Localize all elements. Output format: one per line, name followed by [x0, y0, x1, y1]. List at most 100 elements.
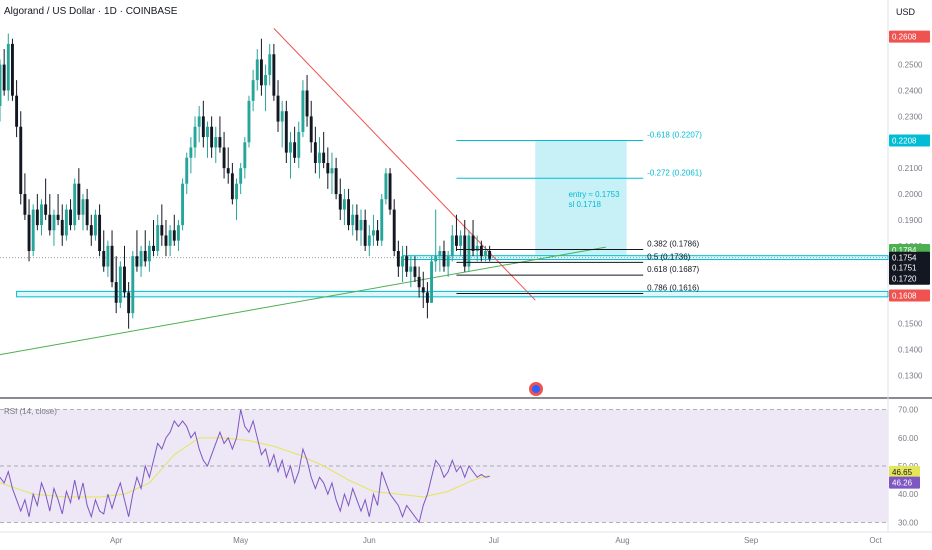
candle [60, 204, 64, 246]
candle-body [52, 214, 56, 231]
currency-label[interactable]: USD [896, 7, 916, 17]
candle [35, 194, 39, 231]
candle-body [139, 251, 143, 267]
candle-body [409, 266, 413, 272]
candle [301, 80, 305, 138]
time-tick-label: May [233, 536, 248, 545]
candle-body [131, 256, 135, 314]
candle [93, 209, 97, 241]
time-tick-label: Aug [615, 536, 629, 545]
candle-body [342, 199, 346, 210]
candle [289, 131, 292, 179]
candle [467, 230, 471, 272]
rsi-tick-label: 70.00 [898, 406, 919, 415]
candle-body [309, 116, 313, 143]
candle [384, 168, 388, 205]
candle [226, 147, 230, 184]
candle [430, 256, 434, 303]
candle-body [135, 256, 139, 267]
candle-body [442, 251, 446, 267]
candle [417, 266, 421, 298]
candle [181, 178, 185, 231]
candle-body [6, 43, 10, 91]
candle-body [284, 111, 288, 153]
candle [127, 282, 131, 329]
candle-body [230, 173, 234, 200]
candle-body [264, 74, 268, 86]
candle-body [454, 235, 458, 246]
candle-body [160, 225, 164, 236]
candle [52, 209, 56, 246]
stoploss-annotation: sl 0.1718 [568, 200, 601, 209]
candle-body [388, 173, 392, 210]
candle-body [98, 214, 102, 252]
candle [318, 137, 321, 179]
candle-body [164, 235, 168, 246]
candle-body [243, 142, 247, 169]
price-tick-label: 0.2000 [898, 190, 923, 199]
candle-body [10, 43, 14, 96]
candle [347, 188, 351, 231]
candle [230, 162, 234, 205]
candle-body [214, 137, 218, 148]
candle-body [359, 219, 363, 231]
rsi-line [0, 409, 490, 524]
time-tick-label: Jun [363, 536, 376, 545]
candle [206, 121, 209, 158]
candle-body [367, 235, 371, 246]
candle-body [251, 80, 255, 101]
candle-body [185, 157, 189, 184]
candle [40, 199, 43, 236]
candle-body [484, 251, 487, 257]
candle [442, 240, 446, 272]
rsi-value-tag [889, 465, 920, 478]
candle [446, 251, 450, 277]
rsi-pane: RSI (14, close)30.0040.0050.0060.0070.00… [0, 406, 920, 527]
rsi-tick-label: 40.00 [898, 490, 919, 499]
price-tag-label: 0.1608 [892, 292, 917, 301]
candle [372, 214, 375, 246]
candle [19, 111, 23, 205]
candle [243, 137, 247, 179]
candle [48, 194, 52, 236]
candle-body [27, 214, 31, 252]
candle-body [147, 245, 151, 262]
candle-body [15, 95, 19, 127]
candle-body [40, 204, 43, 226]
candle [313, 126, 317, 174]
candle-body [363, 219, 367, 246]
candle-body [479, 245, 483, 257]
candle [454, 214, 458, 252]
candle [388, 168, 392, 215]
candle [297, 121, 301, 169]
candle [276, 80, 280, 132]
candle-body [23, 194, 27, 215]
candle [351, 204, 355, 236]
candle-body [176, 225, 180, 241]
candle [118, 261, 122, 308]
candle-body [430, 261, 434, 303]
rsi-tick-label: 30.00 [898, 518, 919, 527]
price-tag-label: 0.1784 [892, 246, 917, 255]
candle [367, 225, 371, 257]
rsi-ma-line [0, 437, 490, 498]
candle [139, 245, 143, 277]
candle [110, 230, 114, 288]
candle-body [118, 266, 122, 303]
fibonacci-layer: -0.618 (0.2207) -0.272 (0.2061) 0.382 (0.1… [456, 130, 702, 396]
candle-body [89, 225, 93, 236]
candle-body [438, 251, 442, 257]
symbol-title[interactable]: Algorand / US Dollar · 1D · COINBASE [4, 6, 178, 17]
candle-body [297, 131, 301, 158]
candle-body [384, 173, 388, 200]
candle [201, 100, 205, 148]
candle [334, 157, 338, 200]
candle-body [210, 126, 214, 148]
price-tick-label: 0.1500 [898, 320, 923, 329]
candle-body [114, 282, 118, 303]
candle [143, 230, 147, 267]
candle-body [222, 147, 226, 169]
candle-body [405, 256, 409, 272]
candle [160, 204, 164, 246]
